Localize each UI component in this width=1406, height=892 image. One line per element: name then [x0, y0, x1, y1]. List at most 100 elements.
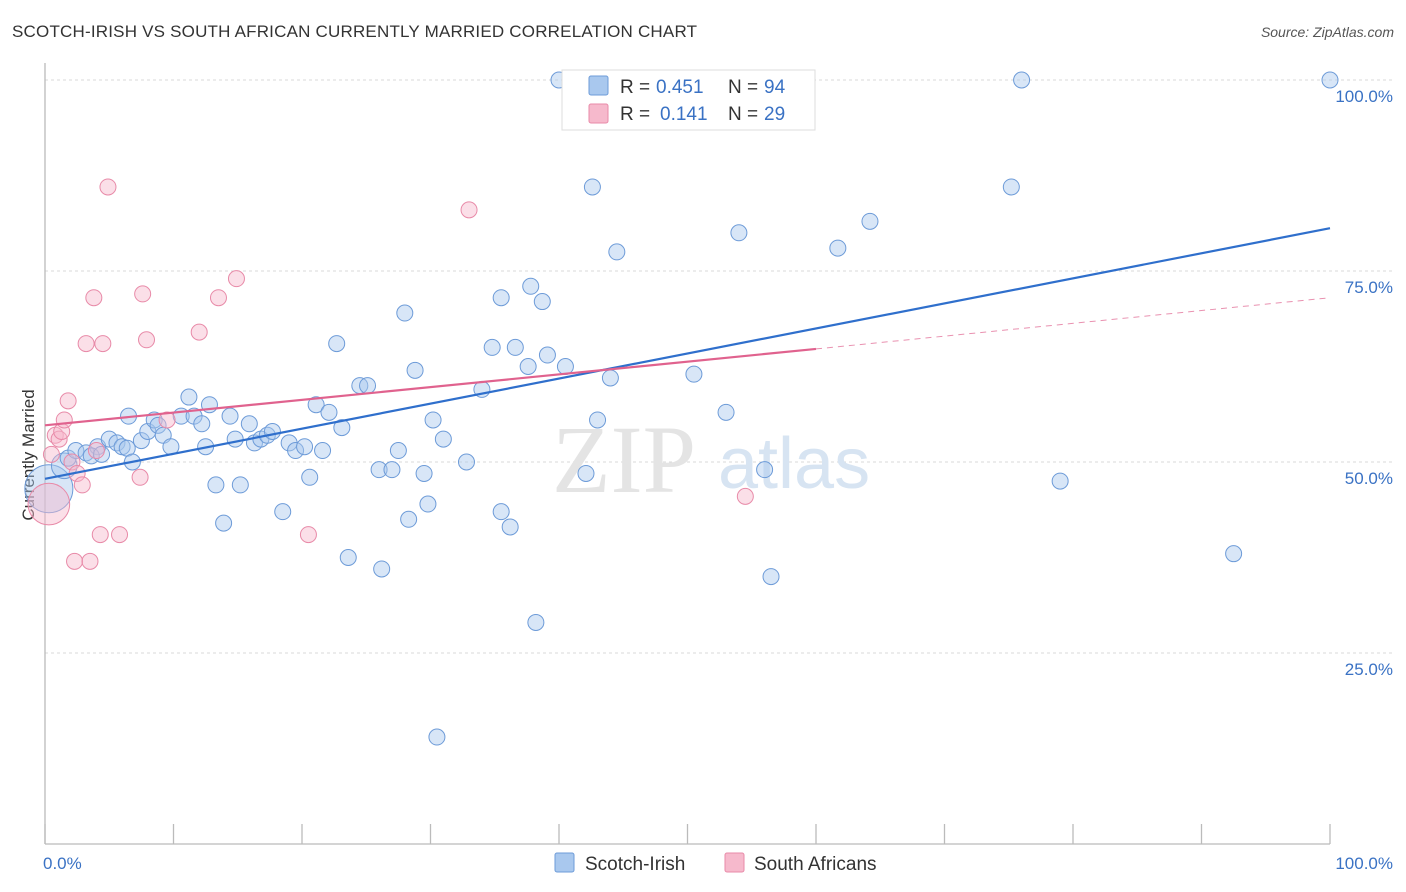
- south-africans-point-11: [77, 335, 95, 353]
- scotch-irish-point-44: [328, 335, 346, 353]
- scotch-irish-point-3: [67, 442, 85, 460]
- south-africans-point-13: [85, 289, 103, 307]
- scotch-irish-point-89: [1013, 71, 1031, 89]
- scotch-irish-point-70: [527, 613, 545, 631]
- legend-n-label-1: N =: [728, 77, 758, 98]
- scotch-irish-point-35: [263, 422, 281, 440]
- y-tick-label-100: 100.0%: [1335, 87, 1393, 106]
- scotch-irish-point-86: [829, 239, 847, 257]
- south-africans-point-15: [91, 526, 109, 544]
- scotch-irish-point-78: [601, 369, 619, 387]
- scotch-irish-point-88: [1002, 178, 1020, 196]
- scotch-irish-point-60: [428, 728, 446, 746]
- y-tick-labels: 25.0% 50.0% 75.0% 100.0%: [1335, 87, 1393, 679]
- scotch-irish-point-81: [685, 365, 703, 383]
- south-africans-point-8: [66, 552, 84, 570]
- scotch-irish-point-51: [383, 461, 401, 479]
- scotch-irish-point-79: [608, 243, 626, 261]
- watermark-atlas: atlas: [718, 424, 870, 504]
- legend-r-label-2: R =: [620, 104, 650, 125]
- series-south-africans-points: [27, 178, 754, 570]
- bottom-legend-label-scotch-irish: Scotch-Irish: [585, 854, 685, 875]
- watermark: ZIP atlas: [552, 406, 870, 513]
- scotch-irish-point-27: [215, 514, 233, 532]
- legend-n-value-1: 94: [764, 77, 786, 98]
- scotch-irish-point-77: [589, 411, 607, 429]
- scotch-irish-point-59: [434, 430, 452, 448]
- south-africans-point-25: [227, 270, 245, 288]
- south-africans-point-27: [460, 201, 478, 219]
- legend-n-label-2: N =: [728, 104, 758, 125]
- south-africans-point-5: [55, 411, 73, 429]
- trend-line-scotch-irish: [44, 227, 1331, 480]
- scotch-irish-point-58: [424, 411, 442, 429]
- scotch-irish-point-8: [100, 430, 118, 448]
- x-tick-labels: 0.0% 100.0%: [43, 854, 1393, 873]
- south-africans-point-0: [27, 482, 71, 526]
- scotch-irish-point-46: [339, 549, 357, 566]
- y-axis-title: Currently Married: [19, 389, 38, 520]
- trend-line-south-africans: [44, 347, 817, 427]
- scotch-irish-point-43: [320, 403, 338, 421]
- scotch-irish-point-69: [522, 277, 540, 295]
- south-africans-point-12: [81, 552, 99, 570]
- trend-line-south-africans-extension: [815, 297, 1331, 350]
- south-africans-point-24: [209, 289, 227, 307]
- scotch-irish-point-31: [240, 415, 258, 433]
- south-africans-point-22: [158, 411, 176, 429]
- scotch-irish-point-39: [296, 438, 314, 456]
- scotch-irish-point-66: [501, 518, 519, 536]
- scotch-irish-point-55: [406, 361, 424, 379]
- legend-r-value-1: 0.451: [656, 77, 704, 98]
- scotch-irish-point-29: [226, 430, 244, 448]
- south-africans-point-17: [99, 178, 117, 196]
- bottom-legend-swatch-scotch-irish: [554, 852, 575, 873]
- scotch-irish-point-90: [1051, 472, 1069, 490]
- legend-r-value-2: 0.141: [660, 104, 708, 125]
- scotch-irish-point-21: [180, 388, 198, 406]
- south-africans-point-23: [190, 323, 208, 341]
- scotch-irish-point-50: [373, 560, 391, 578]
- scotch-irish-point-41: [307, 396, 325, 414]
- scotch-irish-point-53: [396, 304, 414, 322]
- y-tick-label-50: 50.0%: [1345, 469, 1393, 488]
- scotch-irish-point-57: [419, 495, 437, 513]
- south-africans-point-26: [299, 526, 317, 544]
- scotch-irish-point-61: [457, 453, 475, 471]
- scotch-irish-point-49: [370, 461, 388, 479]
- scotch-irish-point-72: [538, 346, 556, 364]
- scotch-irish-point-14: [132, 432, 150, 450]
- south-africans-point-10: [73, 476, 91, 494]
- south-africans-point-18: [111, 526, 129, 544]
- scotch-irish-point-42: [314, 442, 332, 460]
- south-africans-point-1: [42, 445, 60, 463]
- scotch-irish-point-45: [333, 419, 351, 437]
- scotch-irish-point-67: [506, 338, 524, 356]
- scotch-irish-point-87: [861, 212, 879, 230]
- scotch-irish-point-17: [149, 416, 167, 434]
- scotch-irish-point-64: [492, 289, 510, 307]
- x-tick-label-100: 100.0%: [1335, 854, 1393, 873]
- scotch-irish-point-83: [730, 224, 748, 242]
- legend-swatch-scotch-irish: [588, 75, 609, 96]
- y-tick-label-75: 75.0%: [1345, 278, 1393, 297]
- scotch-irish-point-65: [492, 503, 510, 521]
- scotch-irish-point-63: [483, 338, 501, 356]
- scotch-irish-point-38: [287, 442, 305, 460]
- bottom-legend: Scotch-Irish South Africans: [554, 852, 877, 875]
- scotch-irish-point-71: [533, 293, 551, 311]
- scotch-irish-point-28: [221, 407, 239, 425]
- south-africans-point-16: [94, 335, 112, 353]
- watermark-zip: ZIP: [552, 406, 696, 513]
- bottom-legend-swatch-south-africans: [724, 852, 745, 873]
- scotch-irish-point-23: [193, 415, 211, 433]
- chart-title: SCOTCH-IRISH VS SOUTH AFRICAN CURRENTLY …: [12, 22, 698, 41]
- scotch-irish-point-92: [1321, 71, 1339, 89]
- x-tick-label-0: 0.0%: [43, 854, 82, 873]
- legend-r-label-1: R =: [620, 77, 650, 98]
- scotch-irish-point-68: [519, 358, 537, 375]
- scotch-irish-point-48: [359, 377, 377, 395]
- scotch-irish-point-91: [1225, 545, 1243, 563]
- legend-box: R = 0.451 N = 94 R = 0.141 N = 29: [561, 69, 816, 131]
- scotch-irish-point-85: [762, 568, 780, 586]
